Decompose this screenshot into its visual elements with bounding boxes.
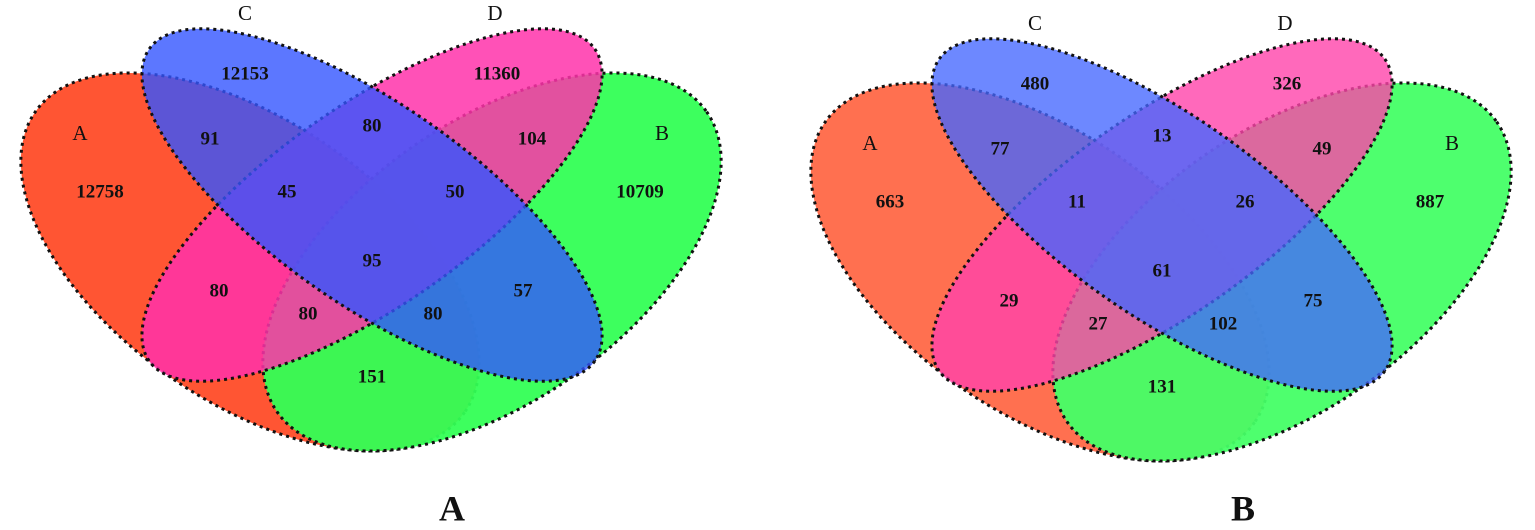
set-label: D xyxy=(1277,11,1292,35)
set-label: A xyxy=(72,121,88,145)
region-count: 80 xyxy=(363,115,382,136)
venn-panel: A B C D 12758 12153 11360 10709 91 80 104 45 50 95 80 5… xyxy=(19,1,723,453)
set-label: A xyxy=(862,131,878,155)
set-label: B xyxy=(1445,131,1459,155)
region-count: 151 xyxy=(358,366,387,387)
set-label: C xyxy=(238,1,252,25)
region-count: 80 xyxy=(424,303,443,324)
region-count: 61 xyxy=(1153,260,1172,281)
region-count: 12153 xyxy=(221,63,269,84)
region-count: 26 xyxy=(1236,191,1255,212)
panel-title: A xyxy=(439,488,465,528)
region-count: 45 xyxy=(278,181,297,202)
region-count: 663 xyxy=(876,191,905,212)
region-count: 887 xyxy=(1416,191,1445,212)
panel-title: B xyxy=(1231,488,1255,528)
region-count: 131 xyxy=(1148,376,1177,397)
region-count: 326 xyxy=(1273,73,1302,94)
region-count: 29 xyxy=(1000,290,1019,311)
region-count: 11 xyxy=(1068,191,1086,212)
set-ellipse xyxy=(140,27,604,383)
region-count: 104 xyxy=(518,128,547,149)
region-count: 102 xyxy=(1209,313,1238,334)
region-count: 57 xyxy=(514,280,534,301)
region-count: 11360 xyxy=(474,63,520,84)
set-ellipse xyxy=(930,37,1394,393)
region-count: 50 xyxy=(446,181,465,202)
set-label: D xyxy=(487,1,502,25)
venn-panel: A B C D 663 480 326 887 77 13 49 11 26 61 29 75 27 102 131 xyxy=(809,11,1513,463)
set-label: C xyxy=(1028,11,1042,35)
region-count: 27 xyxy=(1089,313,1109,334)
region-count: 13 xyxy=(1153,125,1172,146)
set-label: B xyxy=(655,121,669,145)
region-count: 480 xyxy=(1021,73,1050,94)
region-count: 49 xyxy=(1313,138,1332,159)
region-count: 95 xyxy=(363,250,382,271)
region-count: 80 xyxy=(210,280,229,301)
region-count: 75 xyxy=(1304,290,1323,311)
region-count: 12758 xyxy=(76,181,124,202)
region-count: 80 xyxy=(299,303,318,324)
region-count: 10709 xyxy=(616,181,664,202)
region-count: 91 xyxy=(201,128,220,149)
region-count: 77 xyxy=(991,138,1011,159)
